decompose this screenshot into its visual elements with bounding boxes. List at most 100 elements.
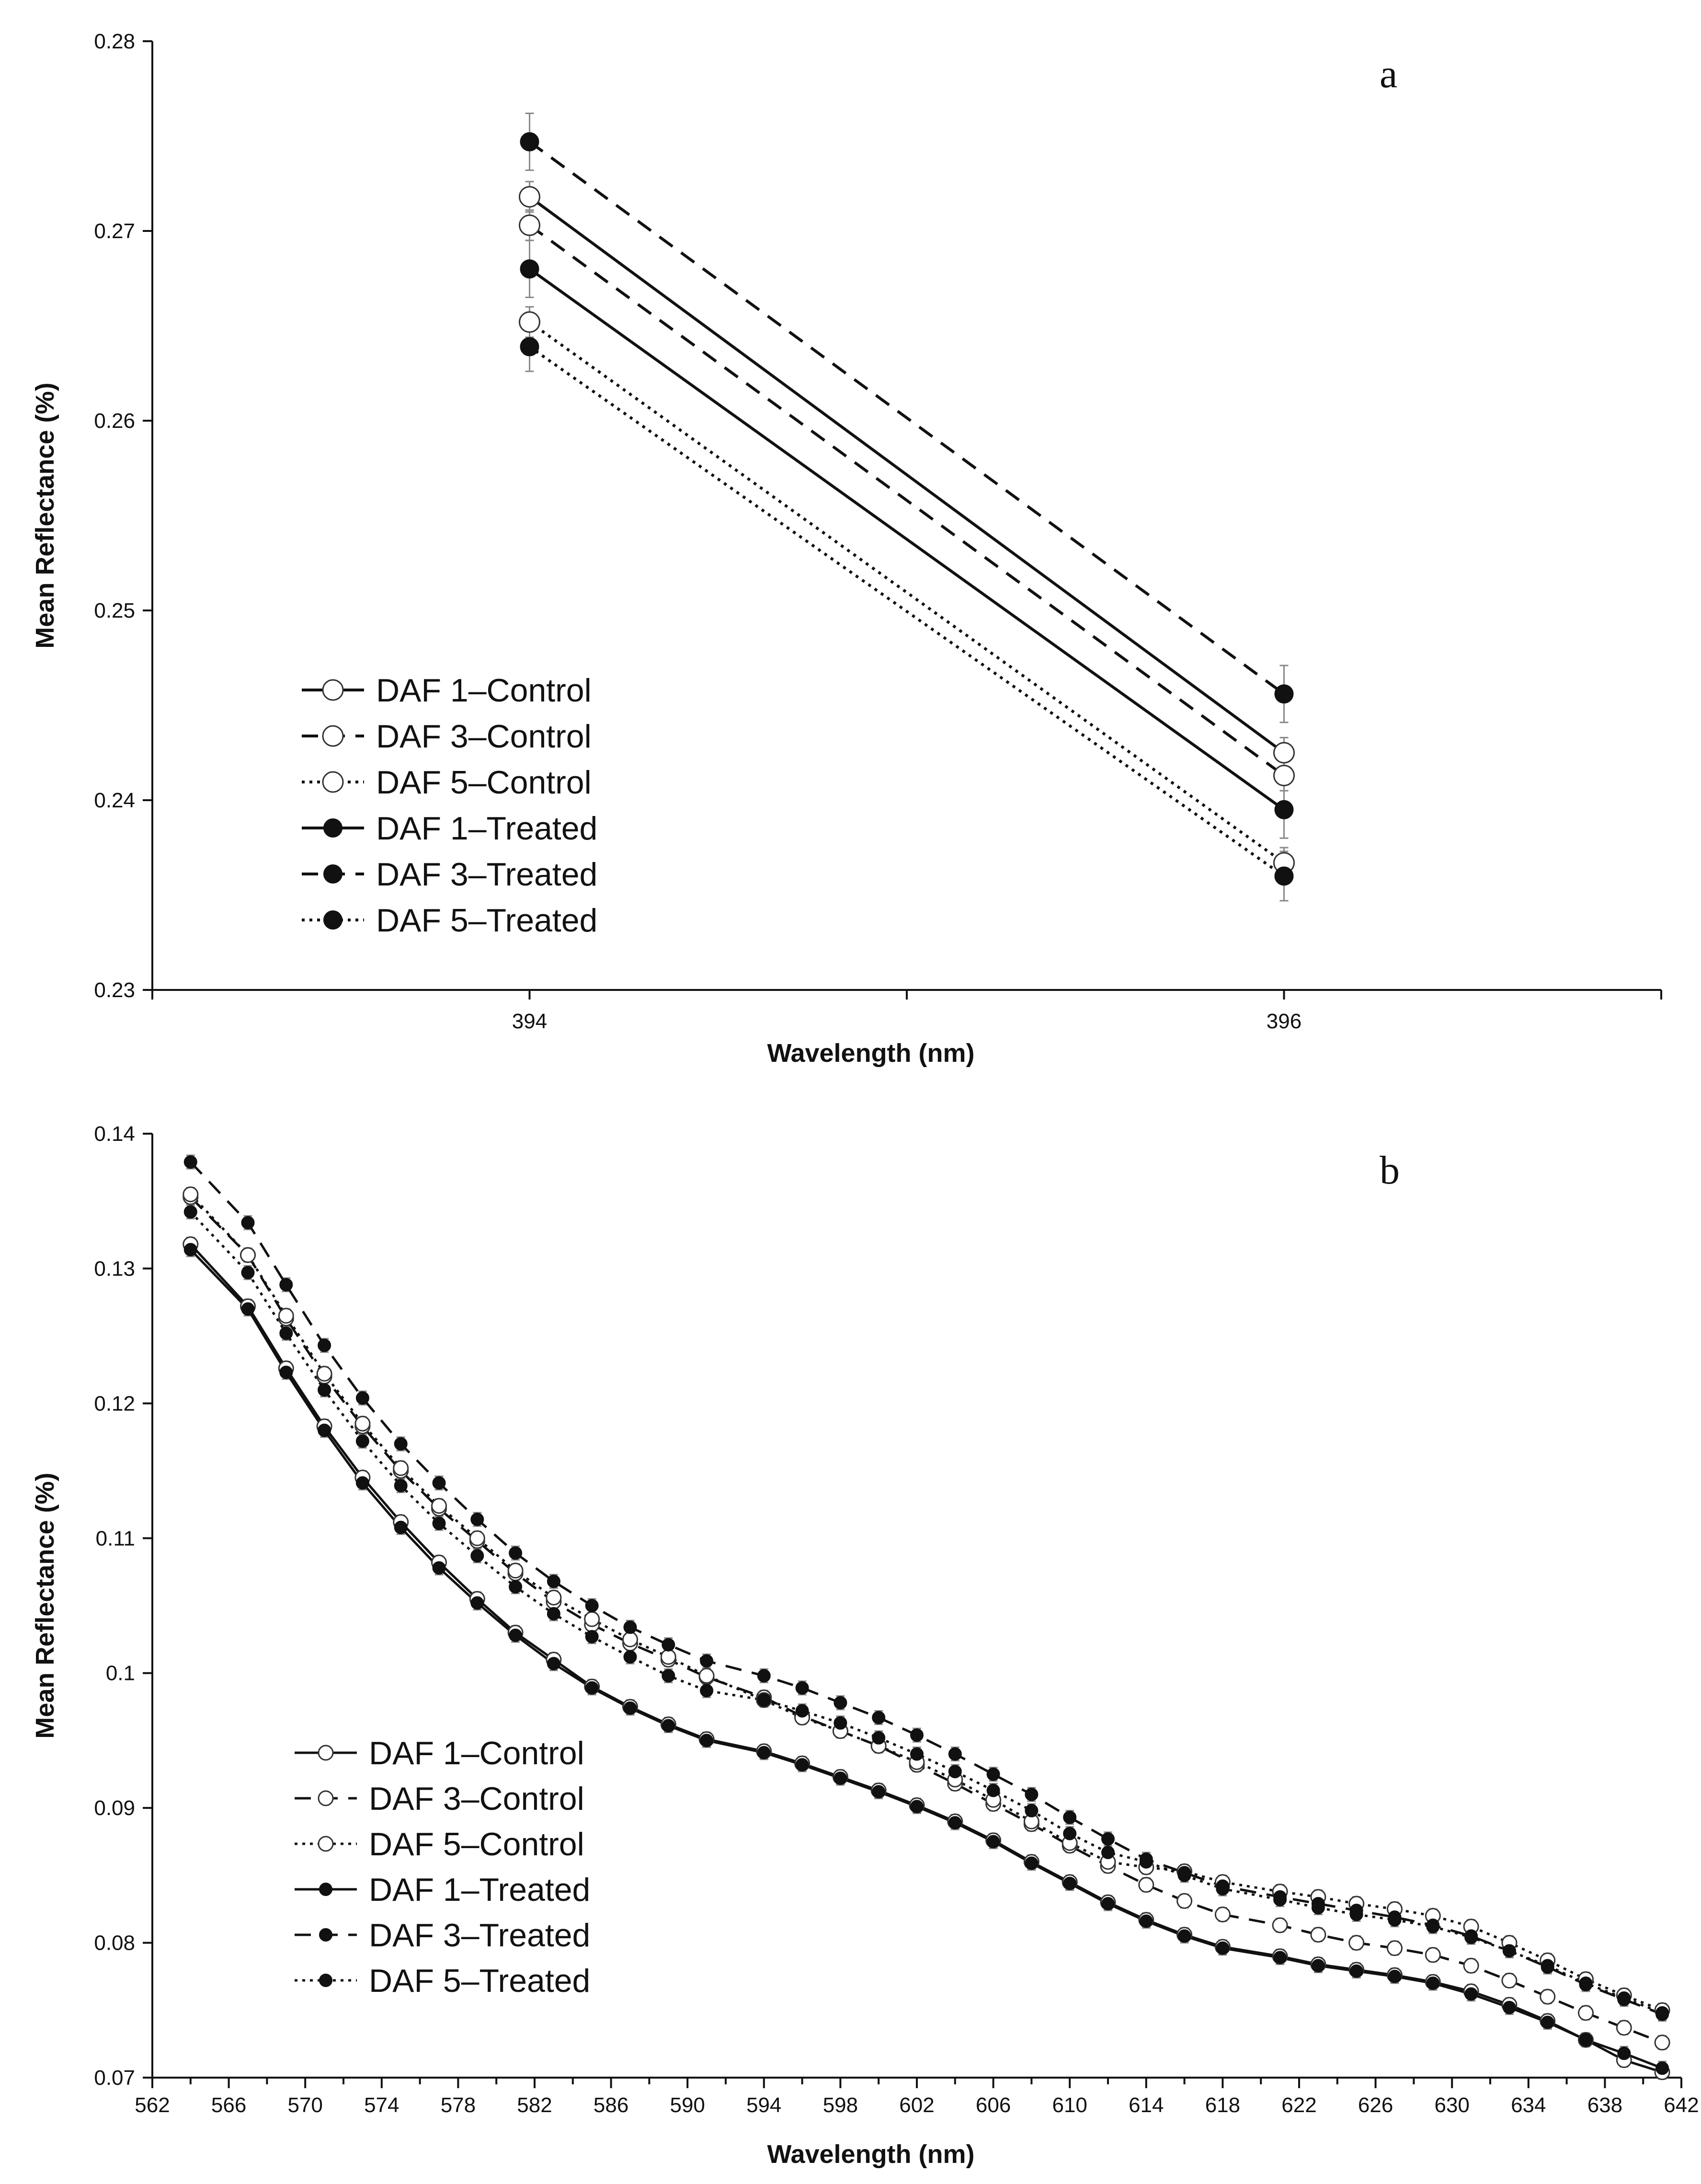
data-point-b-2 [431, 1498, 447, 1514]
x-tick-label-b: 634 [1511, 2093, 1546, 2117]
y-tick-label-a: 0.23 [94, 978, 135, 1002]
data-point-b-3 [833, 1771, 847, 1785]
data-point-b-5 [1311, 1901, 1325, 1915]
legend-label: DAF 5–Control [369, 1826, 584, 1862]
data-point-b-4 [1025, 1788, 1039, 1801]
legend-item-b-0: DAF 1–Control [295, 1735, 584, 1771]
data-point-a-1 [519, 214, 540, 236]
data-point-b-1 [1654, 2035, 1670, 2051]
data-point-b-3 [1655, 2061, 1669, 2075]
data-point-a-5 [520, 337, 539, 356]
data-point-b-1 [1540, 1989, 1556, 2005]
data-point-a-1 [1273, 765, 1295, 786]
x-tick-label-b: 566 [211, 2093, 246, 2117]
x-tick-label-a: 396 [1267, 1010, 1301, 1033]
data-point-b-5 [355, 1434, 369, 1448]
data-point-b-5 [1541, 1959, 1554, 1973]
data-point-b-5 [1464, 1931, 1478, 1944]
legend-a: DAF 1–Control DAF 3–Control DAF 5–Control D… [302, 672, 597, 939]
data-point-a-2 [519, 311, 540, 333]
y-axis-title-a: Mean Reflectance (%) [31, 382, 59, 648]
axes-a [151, 41, 1661, 991]
y-tick-label-b: 0.1 [106, 1662, 135, 1685]
data-point-b-4 [833, 1696, 847, 1710]
data-point-b-3 [795, 1758, 809, 1772]
data-point-b-3 [948, 1816, 962, 1830]
data-point-b-3 [279, 1366, 293, 1379]
legend-swatch-marker [322, 771, 344, 793]
data-point-b-3 [394, 1520, 408, 1534]
data-point-b-2 [240, 1247, 256, 1263]
data-point-b-5 [1349, 1908, 1363, 1921]
data-point-b-3 [700, 1734, 714, 1747]
y-tick-label-b: 0.07 [94, 2066, 135, 2090]
x-tick-label-b: 562 [135, 2093, 170, 2117]
data-point-b-3 [662, 1719, 675, 1733]
x-tick-label-b: 570 [287, 2093, 322, 2117]
data-point-b-4 [948, 1747, 962, 1761]
data-point-b-2 [354, 1415, 371, 1432]
data-point-b-3 [1063, 1876, 1077, 1890]
data-point-b-4 [910, 1728, 924, 1742]
data-point-b-2 [507, 1563, 524, 1579]
y-ticks-a: 0.23 0.24 0.25 0.26 0.27 0.28 [94, 30, 152, 1002]
x-ticks-a: 394 396 [151, 990, 1662, 1033]
data-point-b-4 [241, 1216, 255, 1230]
data-point-b-3 [1502, 2000, 1516, 2014]
chart-panel-a: 0.23 0.24 0.25 0.26 0.27 0.28 394 396 a Wavele… [31, 30, 1662, 1068]
x-tick-label-b: 618 [1205, 2093, 1240, 2117]
data-point-b-3 [1541, 2015, 1554, 2029]
data-point-b-1 [1272, 1917, 1288, 1933]
data-point-b-1 [1214, 1907, 1231, 1922]
legend-swatch-marker [318, 1745, 334, 1761]
series-line-a-1 [528, 224, 1285, 777]
data-point-b-5 [1025, 1804, 1039, 1817]
data-point-b-5 [700, 1684, 714, 1698]
legend-label: DAF 3–Control [376, 718, 592, 755]
data-point-b-4 [279, 1278, 293, 1292]
x-tick-label-b: 594 [746, 2093, 781, 2117]
x-ticks-b: 562 566 570 574 578 582 586 590 594 598 602 606 610 6… [135, 2078, 1699, 2117]
data-point-b-4 [872, 1711, 886, 1724]
data-point-b-3 [1426, 1977, 1440, 1990]
data-point-b-4 [757, 1669, 771, 1683]
data-point-b-3 [1216, 1941, 1230, 1955]
data-point-b-5 [1063, 1827, 1077, 1840]
x-tick-label-b: 586 [594, 2093, 628, 2117]
legend-swatch-marker [319, 1974, 332, 1987]
series-lines-a [528, 140, 1285, 877]
data-point-b-1 [1578, 2005, 1594, 2021]
series-line-a-4 [528, 140, 1285, 695]
data-point-a-4 [1274, 684, 1294, 704]
data-point-b-5 [872, 1731, 886, 1745]
legend-swatch-marker [319, 1928, 332, 1942]
data-point-b-3 [183, 1243, 197, 1256]
y-tick-label-a: 0.27 [94, 219, 135, 243]
legend-label: DAF 5–Treated [376, 902, 597, 939]
data-point-b-3 [1101, 1897, 1115, 1910]
legend-label: DAF 1–Control [376, 672, 592, 709]
series-markers-b [183, 1155, 1670, 2081]
data-point-b-5 [1617, 1991, 1631, 2005]
legend-item-a-0: DAF 1–Control [302, 672, 592, 709]
legend-item-a-2: DAF 5–Control [302, 764, 592, 801]
panel-label-b: b [1380, 1148, 1400, 1193]
legend-swatch-marker [318, 1836, 334, 1852]
data-point-b-3 [757, 1746, 771, 1759]
data-point-b-4 [986, 1767, 1000, 1781]
data-point-b-5 [1655, 2006, 1669, 2020]
data-point-b-5 [948, 1765, 962, 1779]
data-point-a-3 [1274, 800, 1294, 819]
data-point-b-5 [509, 1580, 523, 1594]
data-point-a-5 [1274, 866, 1294, 886]
data-point-b-5 [1101, 1846, 1115, 1859]
data-point-b-3 [986, 1835, 1000, 1849]
y-tick-label-b: 0.08 [94, 1931, 135, 1955]
data-point-b-3 [910, 1800, 924, 1814]
data-point-b-3 [1464, 1987, 1478, 2001]
data-point-b-3 [547, 1657, 560, 1670]
x-tick-label-b: 614 [1129, 2093, 1164, 2117]
data-point-b-3 [1388, 1969, 1402, 1983]
y-tick-label-b: 0.12 [94, 1392, 135, 1415]
